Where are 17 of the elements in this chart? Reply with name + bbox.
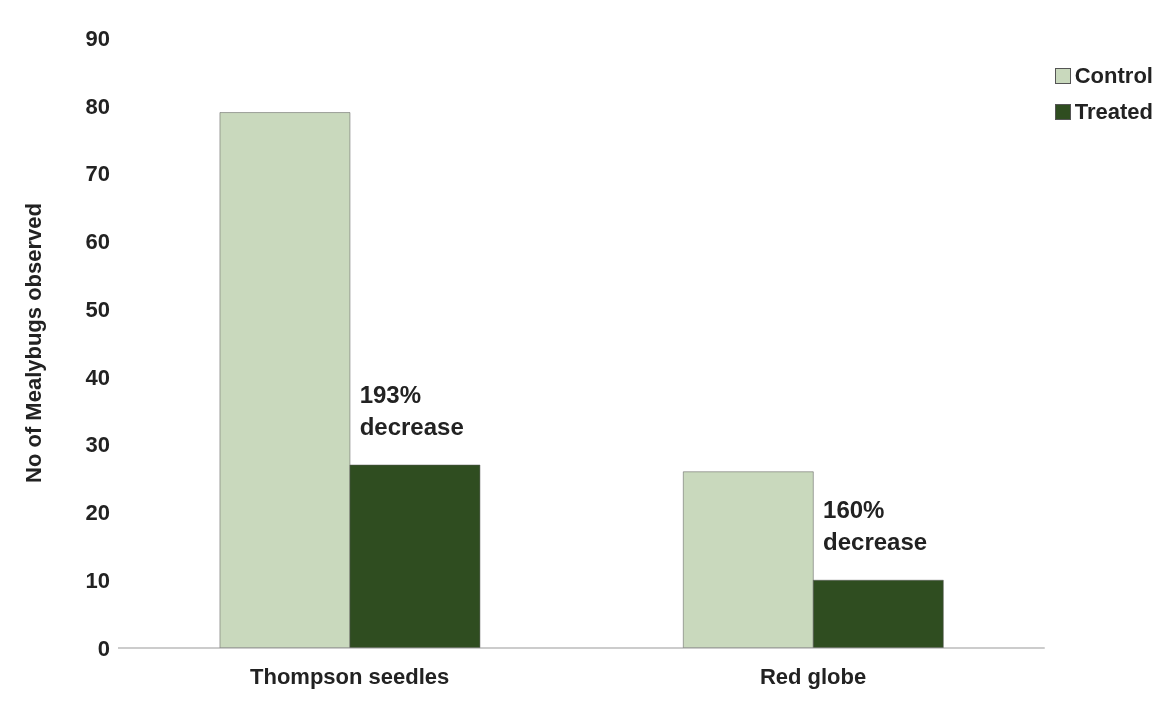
y-tick-label: 50 <box>85 296 110 322</box>
y-tick-label: 80 <box>85 93 110 119</box>
y-tick-label: 40 <box>85 364 110 390</box>
y-tick-label: 0 <box>97 635 110 661</box>
y-axis-title: No of Mealybugs observed <box>20 203 46 483</box>
y-tick-label: 30 <box>85 432 110 458</box>
annotation: 160% decrease <box>823 496 928 556</box>
y-tick-label: 60 <box>85 229 110 255</box>
y-tick-label: 10 <box>85 568 110 594</box>
y-tick-label: 90 <box>85 25 110 51</box>
legend-label: Treated <box>1073 99 1153 125</box>
x-tick-label: Thompson seedles <box>250 663 450 689</box>
x-tick-label: Red globe <box>759 663 867 689</box>
legend-label: Control <box>1073 63 1153 89</box>
y-tick-label: 70 <box>85 161 110 187</box>
annotation: 193% decrease <box>359 381 464 440</box>
y-tick-label: 20 <box>85 500 110 526</box>
